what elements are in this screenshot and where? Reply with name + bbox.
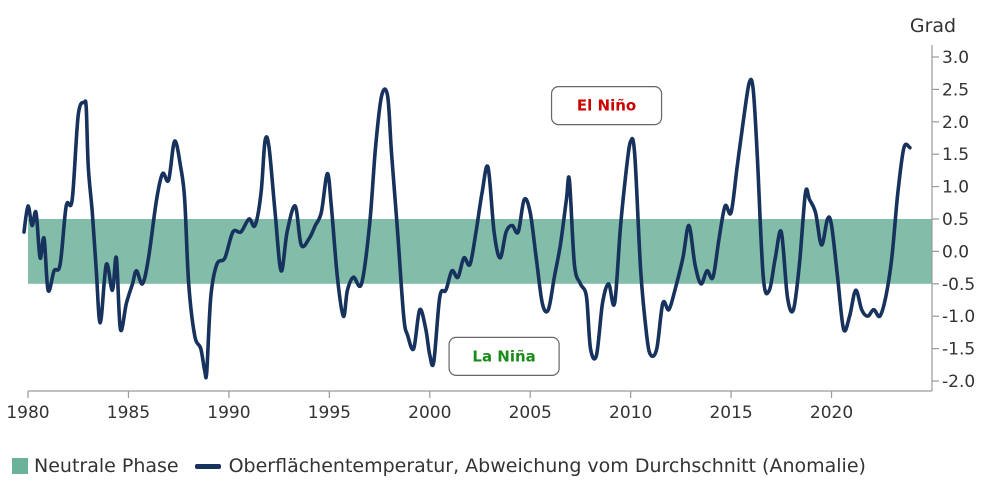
y-tick-label: -2.0: [942, 372, 975, 392]
annotation-box: [448, 336, 560, 376]
neutral-band-layer: [28, 219, 932, 284]
y-tick-label: 2.5: [942, 80, 969, 100]
x-tick-label: 1995: [308, 403, 351, 423]
legend-line-label: Oberflächentemperatur, Abweichung vom Du…: [228, 455, 866, 477]
x-tick-label: 1980: [6, 403, 49, 423]
annotation-label: La Niña: [472, 347, 535, 365]
y-tick-label: 2.0: [942, 113, 969, 133]
x-tick-label: 2015: [709, 403, 752, 423]
neutral-phase-band: [28, 219, 932, 284]
x-tick-label: 2020: [810, 403, 853, 423]
y-tick-label: -0.5: [942, 275, 975, 295]
y-tick-label: 0.5: [942, 210, 969, 230]
x-tick-label: 2010: [609, 403, 652, 423]
annotation-box: [550, 85, 663, 126]
y-axis-unit-label: Grad: [910, 15, 956, 37]
x-tick-label: 2005: [509, 403, 552, 423]
x-tick-label: 1985: [107, 403, 150, 423]
axes-layer: 3.0 2.5 2.0 1.5 1.0 0.5 0.0 -0.5 -1.0 -1.5 -2.0 198…: [6, 45, 975, 423]
y-tick-label: -1.5: [942, 340, 975, 360]
legend: Neutrale Phase Oberflächentemperatur, Ab…: [12, 452, 866, 480]
annotation-label: El Niño: [577, 97, 636, 115]
series-line-anomaly-0: [22, 77, 912, 380]
y-tick-label: 1.0: [942, 178, 969, 198]
x-tick-label: 1990: [207, 403, 250, 423]
legend-line-swatch: [194, 463, 221, 469]
y-tick-label: 3.0: [942, 48, 969, 68]
y-tick-label: 0.0: [942, 242, 969, 262]
legend-band-label: Neutrale Phase: [34, 455, 179, 477]
y-tick-label: 1.5: [942, 145, 969, 165]
y-tick-label: -1.0: [942, 307, 975, 327]
series-layer: [22, 77, 912, 380]
x-tick-label: 2000: [408, 403, 451, 423]
annotations-layer: El Niño La Niña: [448, 85, 663, 376]
legend-band-swatch: [12, 458, 28, 474]
